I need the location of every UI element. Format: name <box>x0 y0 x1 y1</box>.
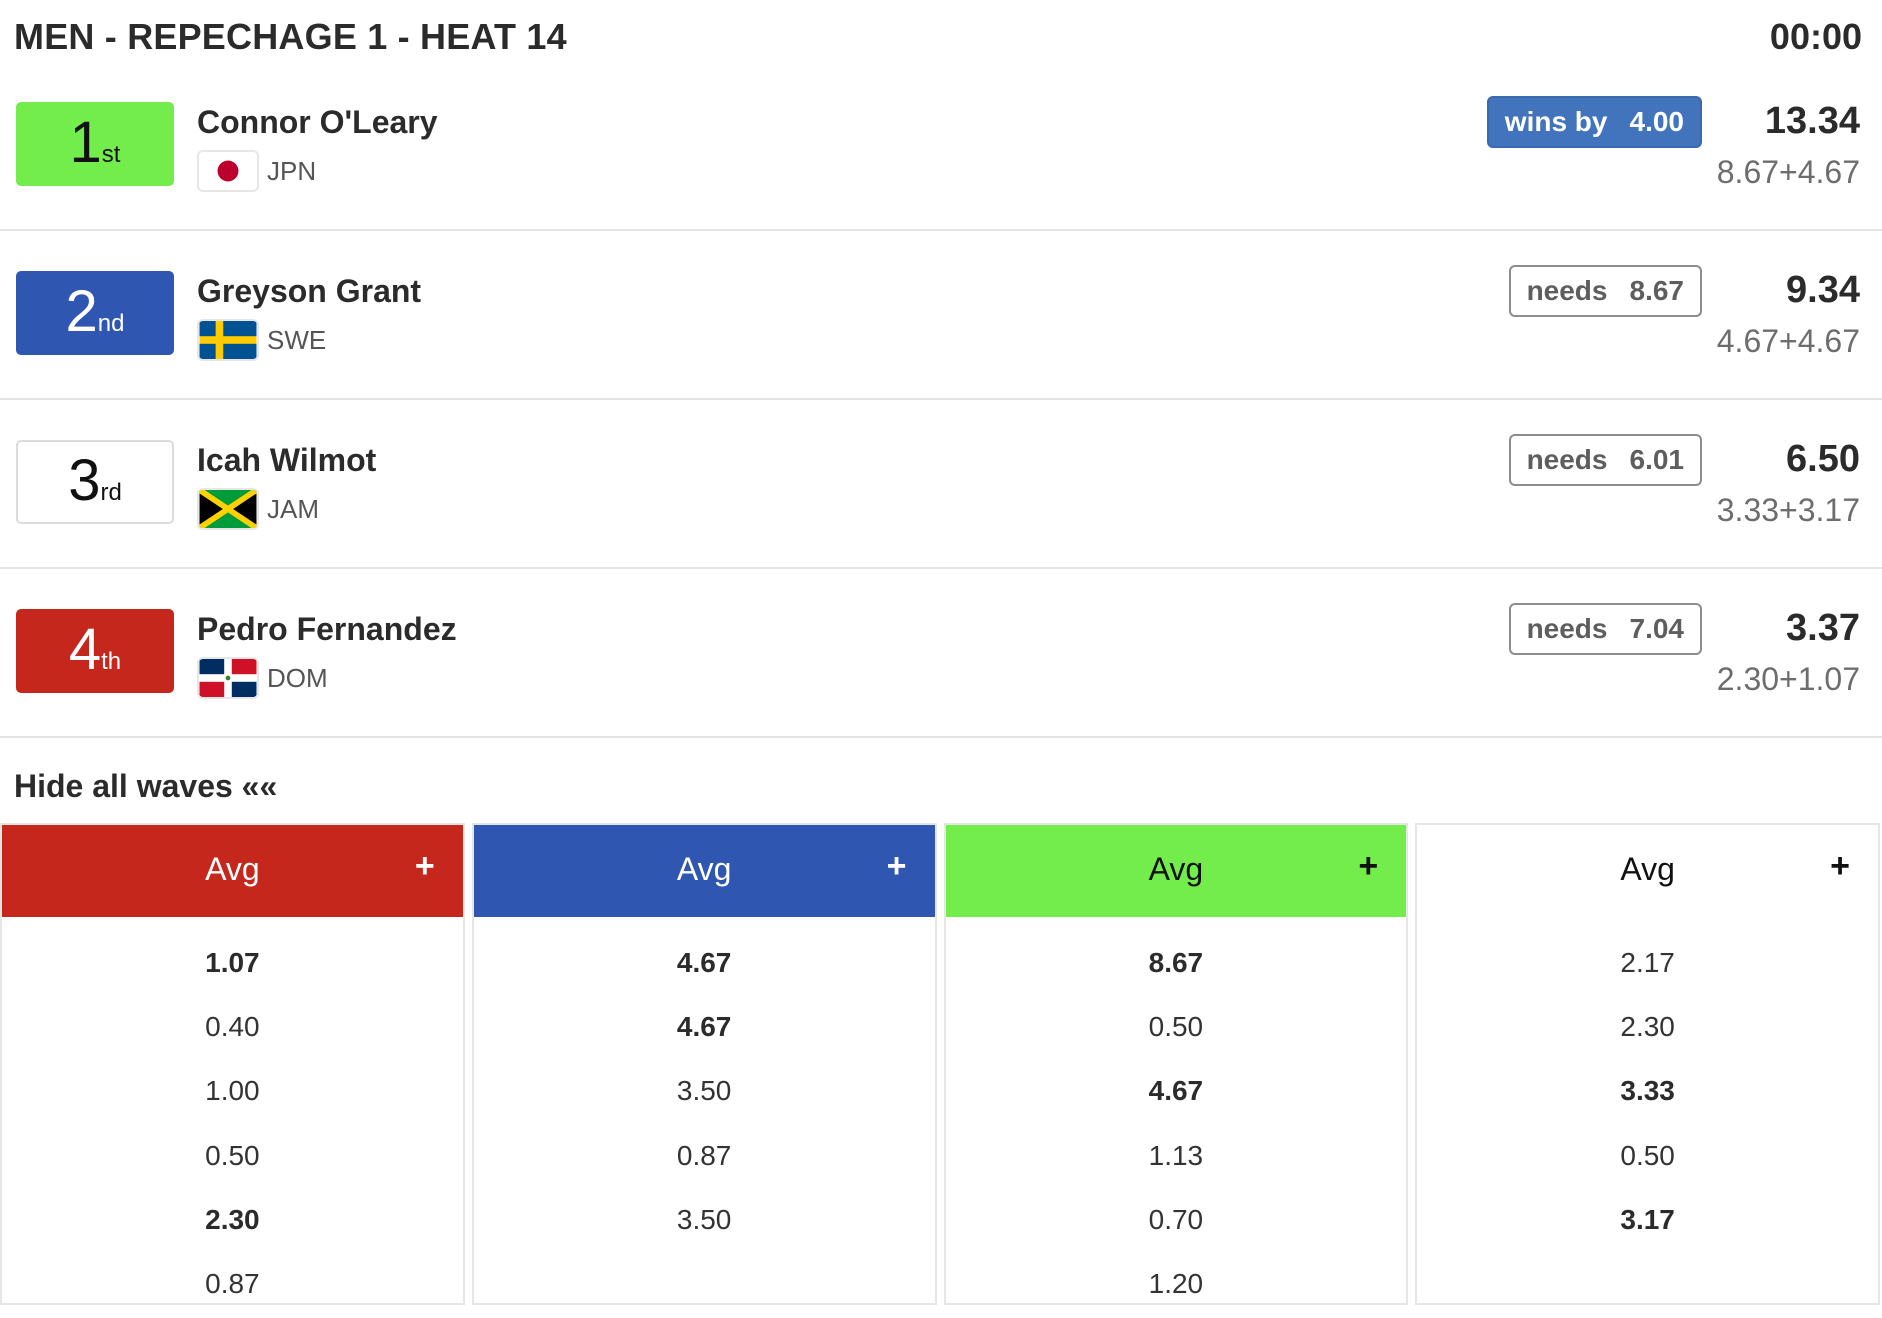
wave-column-header[interactable]: Avg + <box>2 825 463 917</box>
expand-plus-icon[interactable]: + <box>1358 847 1379 885</box>
wave-score: 2.30 <box>205 1203 260 1235</box>
wave-score: 1.20 <box>1148 1267 1204 1299</box>
country-code: JPN <box>267 156 317 186</box>
status-chip: needs 7.04 <box>1508 603 1702 655</box>
wave-score: 1.13 <box>1148 1139 1204 1171</box>
place-badge: 3rd <box>16 440 174 524</box>
avg-label: Avg <box>205 851 260 887</box>
athlete-row[interactable]: 1st Connor O'Leary JPN wins by 4.00 13.34… <box>0 62 1882 231</box>
wave-score: 1.00 <box>205 1075 260 1107</box>
wave-score: 3.50 <box>676 1203 732 1235</box>
country-code: SWE <box>267 325 327 355</box>
expand-plus-icon[interactable]: + <box>414 847 435 885</box>
place-number: 2 <box>65 279 98 344</box>
expand-plus-icon[interactable]: + <box>886 847 907 885</box>
status-chip: needs 6.01 <box>1508 434 1702 486</box>
place-number: 3 <box>68 448 101 513</box>
status-label: needs <box>1526 275 1608 306</box>
athlete-row[interactable]: 2nd Greyson Grant SWE needs 8.67 9.34 4.6… <box>0 231 1882 400</box>
status-value: 6.01 <box>1629 444 1685 475</box>
athlete-name: Pedro Fernandez <box>197 611 457 647</box>
wave-column: Avg + 8.67 0.50 4.67 1.13 0.70 1.20 <box>943 823 1409 1305</box>
wave-column: Avg + 2.17 2.30 3.33 0.50 3.17 <box>1415 823 1880 1305</box>
status-label: needs <box>1526 444 1608 475</box>
wave-score: 0.87 <box>676 1139 732 1171</box>
wave-score: 0.50 <box>205 1139 260 1171</box>
athlete-name: Connor O'Leary <box>197 104 438 140</box>
place-badge: 2nd <box>16 271 174 355</box>
place-number: 1 <box>69 110 102 175</box>
status-value: 8.67 <box>1629 275 1685 306</box>
place-suffix: th <box>101 648 122 675</box>
wave-score: 3.17 <box>1620 1203 1675 1235</box>
wave-score: 0.87 <box>205 1267 260 1299</box>
athlete-name: Greyson Grant <box>197 273 422 309</box>
wave-score: 4.67 <box>1148 1075 1204 1107</box>
place-suffix: nd <box>97 310 125 337</box>
heat-title: MEN - REPECHAGE 1 - HEAT 14 <box>14 16 567 57</box>
athlete-list: 1st Connor O'Leary JPN wins by 4.00 13.34… <box>0 62 1882 738</box>
wave-score: 4.67 <box>676 1011 732 1043</box>
wave-score: 8.67 <box>1148 947 1204 978</box>
status-chip: needs 8.67 <box>1508 265 1702 317</box>
wave-score: 3.50 <box>676 1075 732 1107</box>
place-suffix: rd <box>100 479 122 506</box>
jamaica-flag-icon <box>197 488 259 530</box>
total-score: 3.37 <box>1786 607 1860 649</box>
place-number: 4 <box>68 617 102 682</box>
wave-score: 0.70 <box>1148 1203 1204 1235</box>
wave-column-header[interactable]: Avg + <box>945 825 1407 917</box>
wave-score: 2.17 <box>1620 947 1675 978</box>
wave-column-header[interactable]: Avg + <box>1417 825 1878 917</box>
avg-label: Avg <box>1148 851 1204 887</box>
wave-column: Avg + 4.67 4.67 3.50 0.87 3.50 <box>471 823 937 1305</box>
avg-label: Avg <box>1620 851 1675 887</box>
status-chip: wins by 4.00 <box>1486 96 1702 148</box>
status-value: 7.04 <box>1629 613 1685 644</box>
country-code: JAM <box>267 494 319 524</box>
athlete-name: Icah Wilmot <box>197 442 377 478</box>
place-badge: 4th <box>16 609 174 693</box>
wave-score-list: 8.67 0.50 4.67 1.13 0.70 1.20 <box>946 917 1407 1318</box>
total-score: 13.34 <box>1764 100 1860 142</box>
wave-score-list: 1.07 0.40 1.00 0.50 2.30 0.87 <box>2 917 463 1318</box>
country-code: DOM <box>267 663 328 693</box>
avg-label: Avg <box>676 851 732 887</box>
japan-flag-icon <box>197 150 259 192</box>
total-score: 9.34 <box>1786 269 1860 311</box>
place-suffix: st <box>101 141 121 168</box>
place-badge: 1st <box>16 102 174 186</box>
wave-score: 4.67 <box>676 947 732 978</box>
wave-score-list: 4.67 4.67 3.50 0.87 3.50 <box>474 917 935 1268</box>
total-score: 6.50 <box>1786 438 1860 480</box>
dominican-republic-flag-icon <box>197 657 259 699</box>
score-breakdown: 4.67+4.67 <box>1716 323 1860 359</box>
heat-header: MEN - REPECHAGE 1 - HEAT 14 00:00 <box>14 10 1862 60</box>
wave-score-list: 2.17 2.30 3.33 0.50 3.17 <box>1417 917 1878 1268</box>
waves-grid: Avg + 1.07 0.40 1.00 0.50 2.30 0.87 Avg + 4.6… <box>0 823 1880 1305</box>
wave-column: Avg + 1.07 0.40 1.00 0.50 2.30 0.87 <box>0 823 465 1305</box>
wave-score: 1.07 <box>205 947 260 978</box>
status-label: wins by <box>1504 106 1608 137</box>
wave-score: 3.33 <box>1620 1075 1675 1107</box>
score-breakdown: 3.33+3.17 <box>1716 492 1860 528</box>
score-breakdown: 8.67+4.67 <box>1716 154 1860 190</box>
hide-all-waves-link[interactable]: Hide all waves «« <box>14 768 278 804</box>
heat-timer: 00:00 <box>1769 16 1862 57</box>
status-label: needs <box>1526 613 1608 644</box>
status-value: 4.00 <box>1629 106 1685 137</box>
sweden-flag-icon <box>197 319 259 361</box>
athlete-row[interactable]: 4th Pedro Fernandez DOM needs 7.04 3.37 2… <box>0 569 1882 738</box>
athlete-row[interactable]: 3rd Icah Wilmot JAM needs 6.01 6.50 3.33+… <box>0 400 1882 569</box>
score-breakdown: 2.30+1.07 <box>1716 661 1860 697</box>
wave-score: 0.40 <box>205 1011 260 1043</box>
wave-column-header[interactable]: Avg + <box>473 825 935 917</box>
wave-score: 2.30 <box>1620 1011 1675 1043</box>
expand-plus-icon[interactable]: + <box>1830 847 1850 885</box>
wave-score: 0.50 <box>1148 1011 1204 1043</box>
wave-score: 0.50 <box>1620 1139 1675 1171</box>
